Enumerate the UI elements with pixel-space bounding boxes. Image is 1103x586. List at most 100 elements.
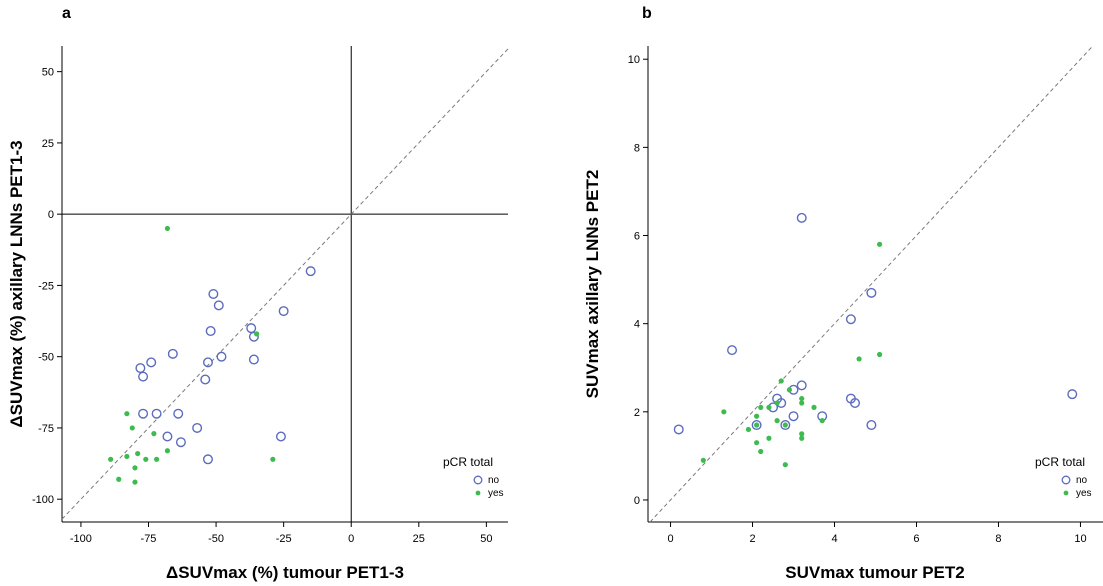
panel-b-point-yes bbox=[876, 241, 883, 247]
panel-b-point-yes bbox=[774, 400, 780, 406]
panel-a-point-yes bbox=[164, 225, 171, 232]
panel-b-point-yes bbox=[754, 413, 760, 419]
panel-b-point-no bbox=[866, 420, 877, 431]
panel-a-y-tick-label: 0 bbox=[48, 209, 54, 221]
panel-a-point-no bbox=[151, 408, 162, 419]
panel-a-point-no bbox=[248, 331, 259, 342]
panel-a-legend-marker-yes bbox=[475, 490, 481, 496]
panel-a-legend-marker-no bbox=[473, 475, 483, 485]
panel-a-point-no bbox=[138, 371, 149, 382]
panel-b-label: b bbox=[642, 5, 652, 22]
panel-b-point-yes bbox=[758, 448, 764, 455]
panel-b-x-tick-label: 10 bbox=[1074, 533, 1086, 545]
panel-b-point-yes bbox=[766, 435, 772, 441]
panel-b-y-axis-title: SUVmax axillary LNNs PET2 bbox=[583, 170, 602, 399]
panel-a-x-tick-label: 50 bbox=[480, 533, 492, 545]
panel-b-point-yes bbox=[766, 404, 772, 411]
panel-b-point-no bbox=[780, 420, 791, 431]
panel-a-point-no bbox=[175, 437, 186, 448]
panel-b-point-no bbox=[751, 420, 762, 431]
panel-a-point-yes bbox=[132, 465, 138, 471]
panel-a-x-axis-title: ΔSUVmax (%) tumour PET1-3 bbox=[166, 563, 404, 582]
panel-b-x-tick-label: 8 bbox=[995, 533, 1001, 545]
panel-b-y-tick-label: 8 bbox=[634, 142, 640, 154]
panel-b-point-yes bbox=[782, 422, 788, 428]
panel-b-point-yes bbox=[811, 404, 817, 411]
panel-a-point-no bbox=[248, 354, 259, 365]
panel-a-point-no bbox=[146, 357, 157, 368]
panel-a-legend-title: pCR total bbox=[443, 455, 493, 469]
panel-b-point-no bbox=[850, 398, 861, 409]
panel-a-y-tick-label: -75 bbox=[38, 423, 54, 435]
panel-b-legend-label-no: no bbox=[1076, 475, 1088, 486]
panel-b-point-yes bbox=[856, 356, 862, 362]
panel-a-point-no bbox=[305, 266, 316, 277]
panel-a-point-yes bbox=[164, 448, 171, 454]
panel-b-point-yes bbox=[799, 400, 805, 406]
panel-a-point-no bbox=[135, 363, 146, 374]
panel-b-legend-label-yes: yes bbox=[1076, 488, 1092, 499]
panel-b-point-yes bbox=[876, 351, 883, 358]
panel-a-point-no bbox=[202, 357, 213, 368]
panel-b-point-yes bbox=[721, 409, 727, 415]
panel-a-label: a bbox=[62, 5, 71, 22]
panel-a-point-no bbox=[246, 323, 257, 334]
panel-b-y-tick-label: 10 bbox=[628, 54, 640, 66]
panel-b-point-yes bbox=[745, 426, 752, 433]
panel-a-point-yes bbox=[135, 450, 141, 457]
panel-a-point-yes bbox=[124, 453, 130, 460]
panel-b-point-yes bbox=[774, 418, 780, 424]
panel-a-y-tick-label: -100 bbox=[32, 494, 54, 506]
panel-a-point-yes bbox=[143, 456, 149, 462]
panel-b-x-tick-label: 0 bbox=[667, 533, 673, 545]
panel-b-y-tick-label: 6 bbox=[634, 231, 640, 243]
panel-b-legend-marker-no bbox=[1061, 475, 1071, 485]
panel-a-point-no bbox=[200, 374, 211, 385]
panel-a-identity-line bbox=[61, 48, 509, 520]
panel-b-x-tick-label: 6 bbox=[913, 533, 919, 545]
panel-b-x-tick-label: 4 bbox=[831, 533, 837, 545]
panel-a-point-no bbox=[162, 431, 173, 442]
panel-b-x-axis-title: SUVmax tumour PET2 bbox=[785, 563, 965, 582]
panel-b-legend-title: pCR total bbox=[1035, 455, 1085, 469]
panel-a-x-tick-label: -100 bbox=[70, 533, 92, 545]
panel-b-point-no bbox=[796, 380, 807, 391]
panel-b-point-no bbox=[727, 345, 738, 356]
panel-a-legend-label-yes: yes bbox=[488, 488, 504, 499]
panel-b-point-no bbox=[845, 314, 856, 325]
panel-a-y-tick-label: -25 bbox=[38, 280, 54, 292]
panel-b-point-no bbox=[866, 287, 877, 298]
panel-a-x-tick-label: 25 bbox=[413, 533, 425, 545]
panel-a-x-tick-label: 0 bbox=[348, 533, 354, 545]
panel-a-legend-label-no: no bbox=[488, 475, 500, 486]
panel-a-y-tick-label: -50 bbox=[38, 352, 54, 364]
panel-a-point-no bbox=[278, 306, 289, 317]
panel-a-point-yes bbox=[154, 456, 160, 462]
panel-b-point-yes bbox=[799, 395, 805, 402]
panel-a-point-yes bbox=[116, 476, 122, 482]
panel-a-point-no bbox=[205, 326, 216, 337]
panel-b-point-no bbox=[796, 212, 807, 223]
panel-b-point-yes bbox=[778, 378, 784, 384]
panel-a-y-tick-label: 50 bbox=[42, 67, 54, 79]
panel-a-point-no bbox=[192, 422, 203, 433]
panel-a-x-tick-label: -75 bbox=[141, 533, 157, 545]
panel-b-legend-marker-yes bbox=[1063, 490, 1069, 496]
panel-a-point-yes bbox=[151, 431, 157, 437]
panel-a-point-no bbox=[167, 348, 178, 359]
panel-b-point-yes bbox=[758, 404, 764, 411]
panel-a-point-no bbox=[275, 431, 286, 442]
panel-a-point-no bbox=[208, 288, 219, 299]
panel-a-point-yes bbox=[108, 456, 114, 462]
panel-a-point-yes bbox=[254, 331, 260, 337]
panel-a-y-tick-label: 25 bbox=[42, 138, 54, 150]
panel-b-y-tick-label: 4 bbox=[634, 319, 640, 331]
panel-b-point-yes bbox=[754, 440, 760, 446]
panel-a-y-axis-title: ΔSUVmax (%) axillary LNNs PET1-3 bbox=[7, 140, 26, 427]
panel-a-point-no bbox=[173, 408, 184, 419]
panel-b-identity-line bbox=[649, 45, 1094, 523]
panel-b-y-tick-label: 2 bbox=[634, 407, 640, 419]
panel-b-point-yes bbox=[799, 431, 805, 437]
panel-b-point-yes bbox=[754, 422, 760, 428]
